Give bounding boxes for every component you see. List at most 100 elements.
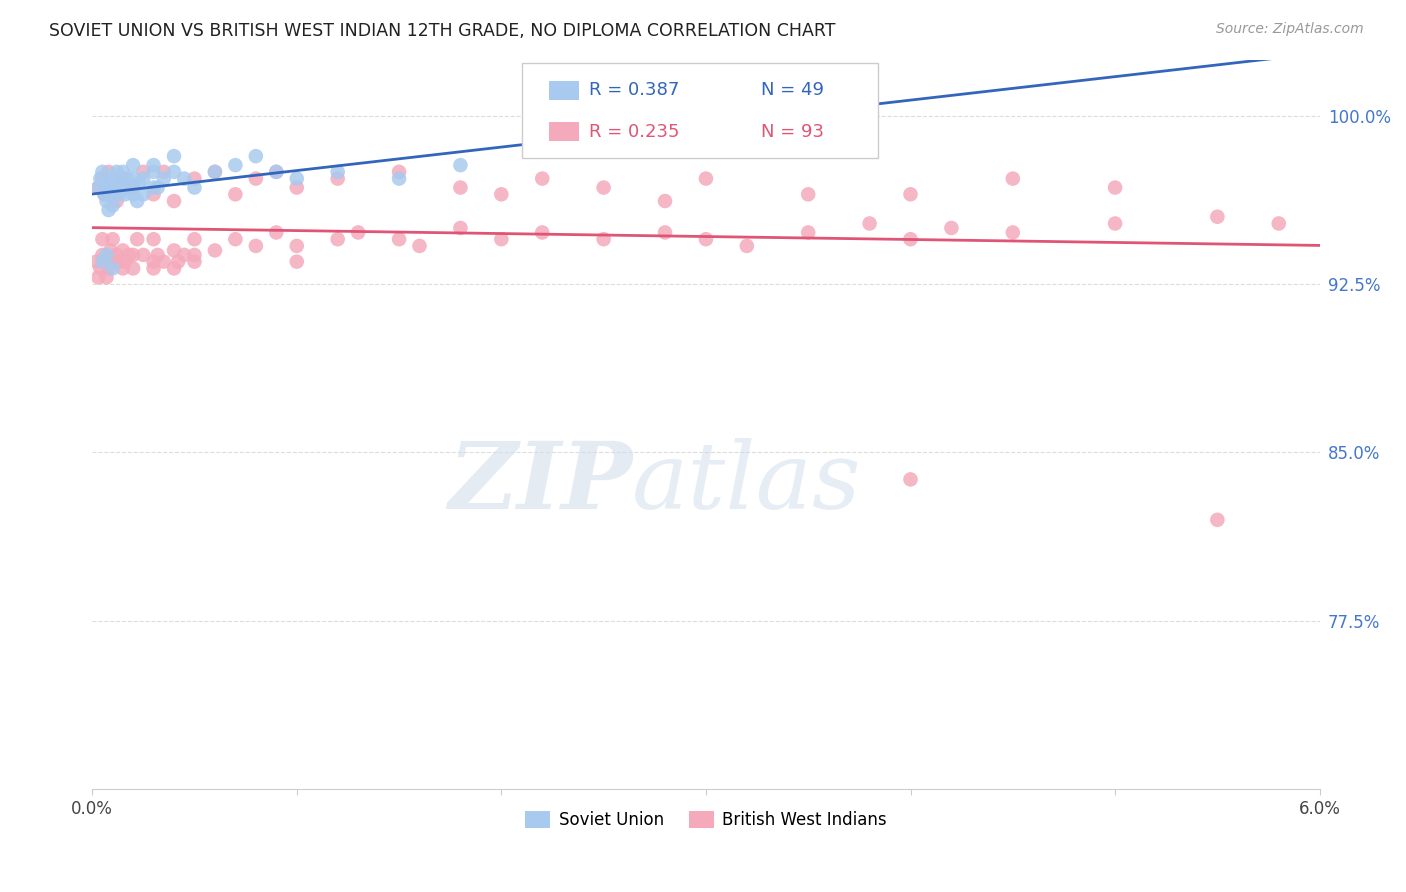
Point	[695, 171, 717, 186]
Point	[107, 171, 129, 186]
Point	[285, 254, 308, 268]
Point	[107, 187, 129, 202]
Point	[111, 171, 134, 186]
Point	[204, 244, 226, 258]
Point	[1104, 217, 1126, 231]
Point	[142, 158, 165, 172]
Point	[89, 261, 111, 276]
Point	[107, 254, 129, 268]
Point	[104, 180, 127, 194]
Point	[285, 239, 308, 253]
Point	[245, 239, 267, 253]
Point	[132, 171, 155, 186]
Point	[347, 226, 370, 240]
Point	[900, 187, 922, 202]
Text: Source: ZipAtlas.com: Source: ZipAtlas.com	[1216, 22, 1364, 37]
Point	[122, 261, 145, 276]
Point	[122, 171, 145, 186]
Point	[183, 232, 205, 246]
Point	[326, 165, 349, 179]
Point	[105, 194, 128, 208]
Point	[132, 187, 155, 202]
Point	[128, 176, 150, 190]
Legend: Soviet Union, British West Indians: Soviet Union, British West Indians	[519, 804, 893, 836]
Point	[326, 171, 349, 186]
Point	[266, 165, 288, 179]
Point	[105, 165, 128, 179]
Point	[1104, 180, 1126, 194]
Point	[654, 226, 676, 240]
Point	[132, 248, 155, 262]
Point	[146, 248, 169, 262]
Point	[388, 165, 411, 179]
Point	[183, 248, 205, 262]
Point	[285, 180, 308, 194]
Point	[388, 232, 411, 246]
Text: R = 0.235: R = 0.235	[589, 123, 681, 141]
Point	[531, 226, 554, 240]
Text: N = 49: N = 49	[761, 81, 824, 99]
Point	[408, 239, 430, 253]
Point	[87, 180, 110, 194]
Point	[122, 248, 145, 262]
Point	[388, 171, 411, 186]
Point	[132, 165, 155, 179]
Text: SOVIET UNION VS BRITISH WEST INDIAN 12TH GRADE, NO DIPLOMA CORRELATION CHART: SOVIET UNION VS BRITISH WEST INDIAN 12TH…	[49, 22, 835, 40]
Point	[101, 198, 124, 212]
Point	[173, 171, 195, 186]
Point	[118, 248, 141, 262]
Point	[115, 171, 138, 186]
Point	[695, 232, 717, 246]
Text: atlas: atlas	[633, 438, 862, 528]
Point	[491, 187, 513, 202]
Point	[93, 187, 115, 202]
FancyBboxPatch shape	[548, 121, 579, 141]
Text: R = 0.387: R = 0.387	[589, 81, 679, 99]
Point	[100, 244, 122, 258]
Point	[900, 472, 922, 486]
Point	[146, 180, 169, 194]
Point	[735, 239, 758, 253]
Point	[93, 187, 115, 202]
Point	[592, 232, 614, 246]
Point	[97, 202, 120, 217]
Point	[96, 270, 118, 285]
Point	[163, 149, 186, 163]
Point	[1001, 171, 1024, 186]
Point	[114, 254, 136, 268]
Point	[941, 221, 963, 235]
Point	[96, 194, 118, 208]
Point	[142, 165, 165, 179]
Point	[118, 180, 141, 194]
Point	[1206, 513, 1229, 527]
Point	[1267, 217, 1289, 231]
Point	[110, 176, 132, 190]
Point	[87, 180, 110, 194]
Point	[654, 194, 676, 208]
Point	[91, 232, 114, 246]
Point	[1001, 226, 1024, 240]
Point	[114, 187, 136, 202]
Point	[592, 180, 614, 194]
Point	[572, 113, 595, 128]
Point	[183, 254, 205, 268]
Point	[152, 171, 174, 186]
Point	[797, 226, 820, 240]
Point	[173, 248, 195, 262]
Point	[449, 221, 471, 235]
Point	[245, 171, 267, 186]
Point	[93, 176, 115, 190]
Point	[101, 187, 124, 202]
Point	[531, 171, 554, 186]
Point	[91, 171, 114, 186]
Point	[122, 158, 145, 172]
Point	[266, 165, 288, 179]
Point	[142, 187, 165, 202]
Point	[89, 171, 111, 186]
Point	[105, 248, 128, 262]
Point	[101, 261, 124, 276]
Point	[449, 180, 471, 194]
Point	[224, 232, 246, 246]
Point	[163, 261, 186, 276]
Point	[93, 254, 115, 268]
